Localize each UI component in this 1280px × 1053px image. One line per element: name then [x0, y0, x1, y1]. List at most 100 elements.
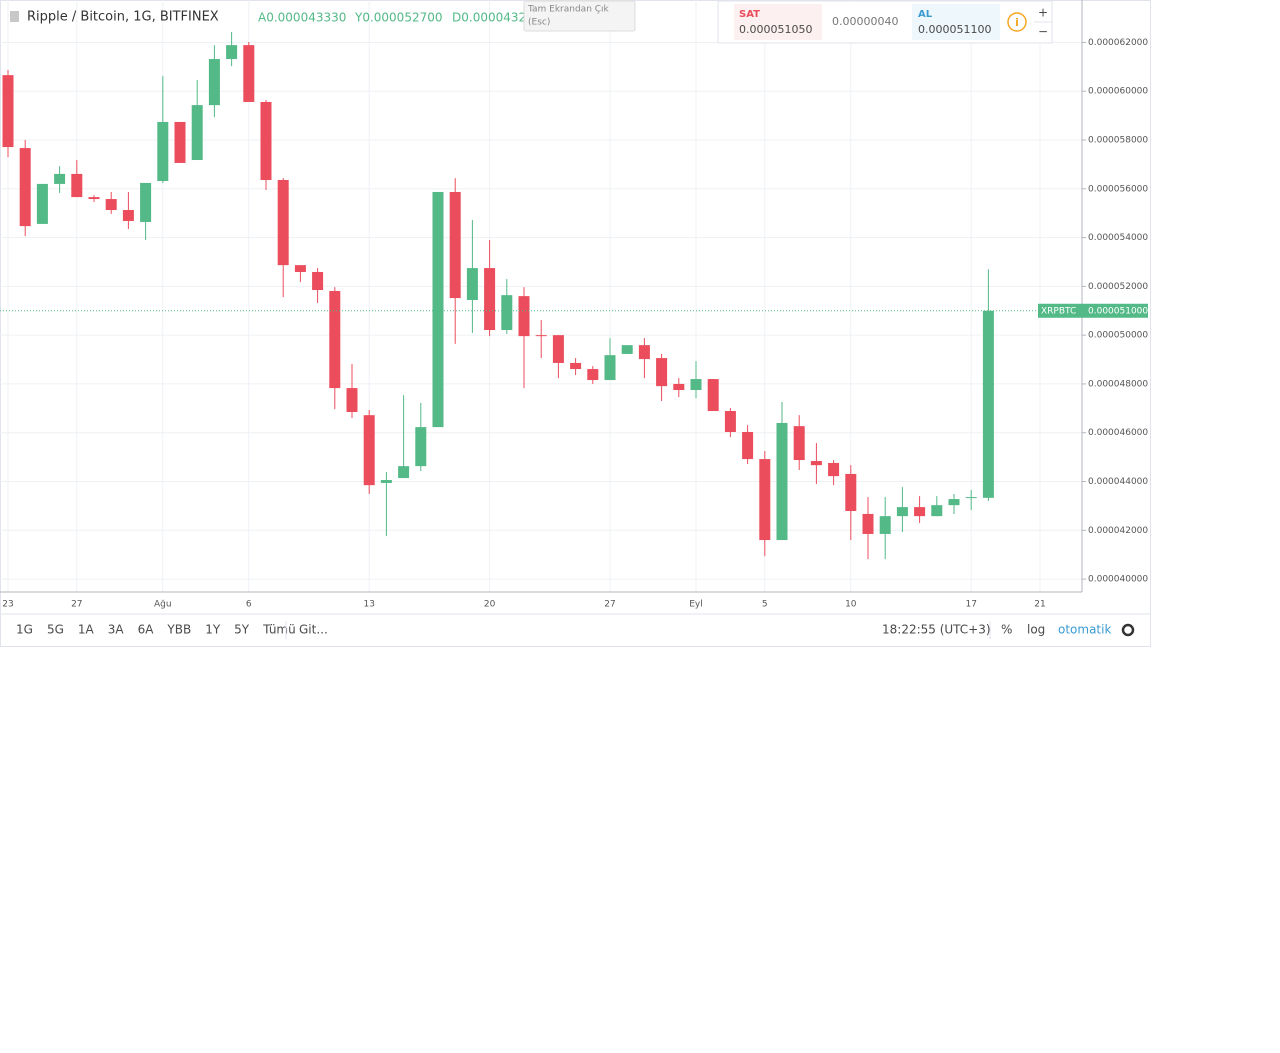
candle-body [862, 513, 874, 534]
fullscreen-exit[interactable]: Tam Ekrandan Çık [527, 5, 610, 15]
candle-body [845, 473, 857, 512]
x-tick-label: Ağu [154, 600, 172, 610]
x-tick-label: 27 [604, 600, 615, 610]
sell-button[interactable] [734, 4, 822, 40]
y-tick-label: 0.000044000 [1088, 477, 1148, 487]
candle-body [673, 383, 685, 391]
candle-body [914, 507, 926, 517]
candle-body [484, 268, 496, 331]
buy-label[interactable]: AL [918, 9, 933, 20]
symbol[interactable]: Ripple / Bitcoin, 1G, BITFINEX [27, 10, 219, 25]
candle-body [208, 59, 220, 106]
ohlc-open: A0.000043330 [258, 11, 346, 25]
chart-window: Ripple / Bitcoin, 1G, BITFINEX A0.000043… [0, 0, 1151, 647]
candle-body [587, 369, 599, 381]
symbol-icon [10, 11, 19, 22]
x-tick-label: 6 [246, 600, 252, 610]
sell-label[interactable]: SAT [739, 9, 760, 20]
fullscreen-exit-box[interactable] [523, 0, 636, 32]
candle-body [621, 345, 633, 354]
goto[interactable]: Git... [299, 623, 328, 637]
candle-body [105, 199, 117, 211]
candle-body [535, 335, 547, 337]
candle-body [243, 45, 255, 102]
candle-body [828, 462, 840, 477]
y-tick-label: 0.000046000 [1088, 428, 1148, 438]
candle-body [260, 101, 272, 181]
candle-body [776, 422, 788, 541]
ohlc-high: Y0.000052700 [354, 11, 443, 25]
range-button[interactable]: Tümü [262, 623, 296, 637]
candle-body [432, 191, 444, 428]
candle-body [71, 173, 83, 198]
buy-price[interactable]: 0.000051100 [918, 23, 991, 36]
candle-body [449, 191, 461, 299]
x-tick-label: 27 [71, 600, 82, 610]
y-tick-label: 0.000052000 [1088, 282, 1148, 292]
candle-body [552, 335, 564, 363]
candle-body [363, 415, 375, 486]
candle-body [398, 466, 410, 479]
candle-body [707, 379, 719, 412]
price-symbol: XRPBTC [1041, 306, 1076, 316]
sell-price[interactable]: 0.000051050 [739, 23, 812, 36]
range-button[interactable]: 5G [47, 623, 64, 637]
candle-body [140, 182, 152, 222]
candle-body [793, 426, 805, 461]
candle-body [277, 180, 289, 266]
price-symbol-box [1038, 303, 1082, 318]
candle-body [656, 358, 668, 387]
percent-toggle[interactable]: % [1001, 623, 1012, 637]
candle-body [415, 427, 427, 467]
range-button[interactable]: 1Y [205, 623, 221, 637]
candle-body [501, 295, 513, 331]
range-bar: 1G 5G 1A 3A 6A YBB 1Y 5Y Tümü [16, 623, 296, 637]
candle-body [896, 507, 908, 517]
candle-body [329, 290, 341, 389]
range-button[interactable]: 6A [138, 623, 155, 637]
log-toggle[interactable]: log [1027, 623, 1045, 637]
y-tick-label: 0.000058000 [1088, 136, 1148, 146]
fullscreen-key: (Esc) [528, 18, 550, 28]
range-button[interactable]: 1G [16, 623, 33, 637]
ohlc-low: D0.0000432 [452, 11, 526, 25]
candle-body [174, 121, 186, 163]
zoom-out[interactable]: − [1038, 25, 1048, 39]
candle-body [2, 75, 14, 148]
x-tick-label: 23 [2, 600, 13, 610]
candle-body [312, 271, 324, 291]
y-tick-label: 0.000060000 [1088, 87, 1148, 97]
candle-body [466, 268, 478, 301]
range-button[interactable]: YBB [166, 623, 191, 637]
range-button[interactable]: 3A [108, 623, 125, 637]
candle-body [982, 310, 994, 498]
candle-body [948, 499, 960, 506]
y-tick-label: 0.000056000 [1088, 184, 1148, 194]
x-tick-label: 10 [845, 600, 857, 610]
y-tick-label: 0.000048000 [1088, 379, 1148, 389]
range-button[interactable]: 5Y [234, 623, 250, 637]
candle-body [604, 355, 616, 381]
candle-body [157, 121, 169, 181]
candle-body [54, 173, 66, 184]
auto-toggle[interactable]: otomatik [1058, 623, 1111, 637]
candle-body [690, 379, 702, 391]
info-icon[interactable] [1007, 12, 1027, 32]
zoom-in[interactable]: + [1038, 6, 1048, 20]
candle-body [380, 480, 392, 483]
x-tick-label: Eyl [689, 600, 703, 610]
y-tick-label: 0.000042000 [1088, 526, 1148, 536]
candle-body [19, 148, 31, 227]
range-button[interactable]: 1A [78, 623, 95, 637]
candle-body [191, 105, 203, 161]
candle-body [122, 210, 134, 221]
candle-body [742, 431, 754, 460]
settings-icon[interactable] [1121, 623, 1135, 637]
frame [0, 0, 1151, 647]
x-tick-label: 17 [965, 600, 976, 610]
y-tick-label: 0.000054000 [1088, 233, 1148, 243]
candle-body [724, 411, 736, 432]
candle-body [518, 296, 530, 337]
buy-button[interactable] [912, 4, 1000, 40]
